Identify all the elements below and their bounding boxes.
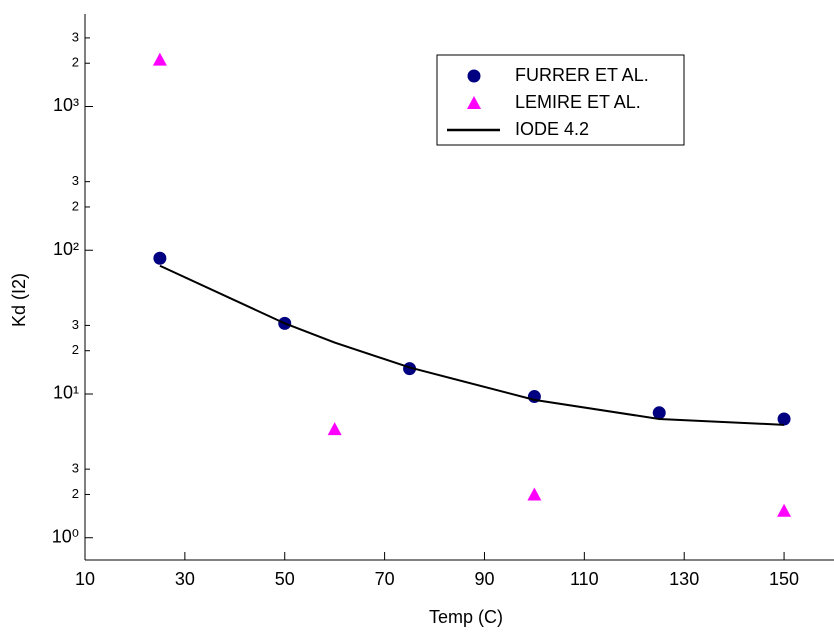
- data-point: [153, 251, 167, 265]
- data-point: [467, 96, 481, 109]
- data-point: [327, 422, 342, 436]
- y-minor-tick-label: 3: [72, 29, 79, 44]
- y-minor-tick-label: 2: [72, 342, 79, 357]
- data-point: [652, 406, 666, 420]
- line: [159, 264, 785, 426]
- x-tick-label: 50: [275, 569, 295, 589]
- y-minor-tick-label: 2: [72, 198, 79, 213]
- x-tick-label: 110: [570, 569, 599, 589]
- x-tick-label: 150: [769, 569, 799, 589]
- y-minor-tick-label: 3: [72, 461, 79, 476]
- data-point: [777, 503, 792, 517]
- y-minor-tick-label: 2: [72, 55, 79, 70]
- y-minor-tick-label: 3: [72, 173, 79, 188]
- y-tick-label: 10²: [53, 239, 79, 259]
- y-axis-label: Kd (I2): [9, 273, 29, 327]
- x-tick-label: 90: [474, 569, 494, 589]
- x-tick-label: 70: [375, 569, 395, 589]
- x-axis-label: Temp (C): [429, 607, 503, 627]
- data-point: [152, 52, 167, 66]
- y-tick-label: 10¹: [53, 383, 79, 403]
- legend-box: [436, 54, 685, 146]
- y-tick-label: 10³: [53, 95, 79, 115]
- legend-label: IODE 4.2: [515, 119, 589, 139]
- legend-label: FURRER ET AL.: [515, 65, 649, 85]
- data-point: [467, 69, 481, 83]
- data-point: [527, 487, 542, 501]
- legend-label: LEMIRE ET AL.: [515, 92, 641, 112]
- y-tick-label: 10⁰: [52, 526, 79, 546]
- y-minor-tick-label: 2: [72, 486, 79, 501]
- y-minor-tick-label: 3: [72, 317, 79, 332]
- x-tick-label: 130: [669, 569, 699, 589]
- data-point: [777, 412, 791, 426]
- x-tick-label: 10: [75, 569, 95, 589]
- x-tick-label: 30: [175, 569, 195, 589]
